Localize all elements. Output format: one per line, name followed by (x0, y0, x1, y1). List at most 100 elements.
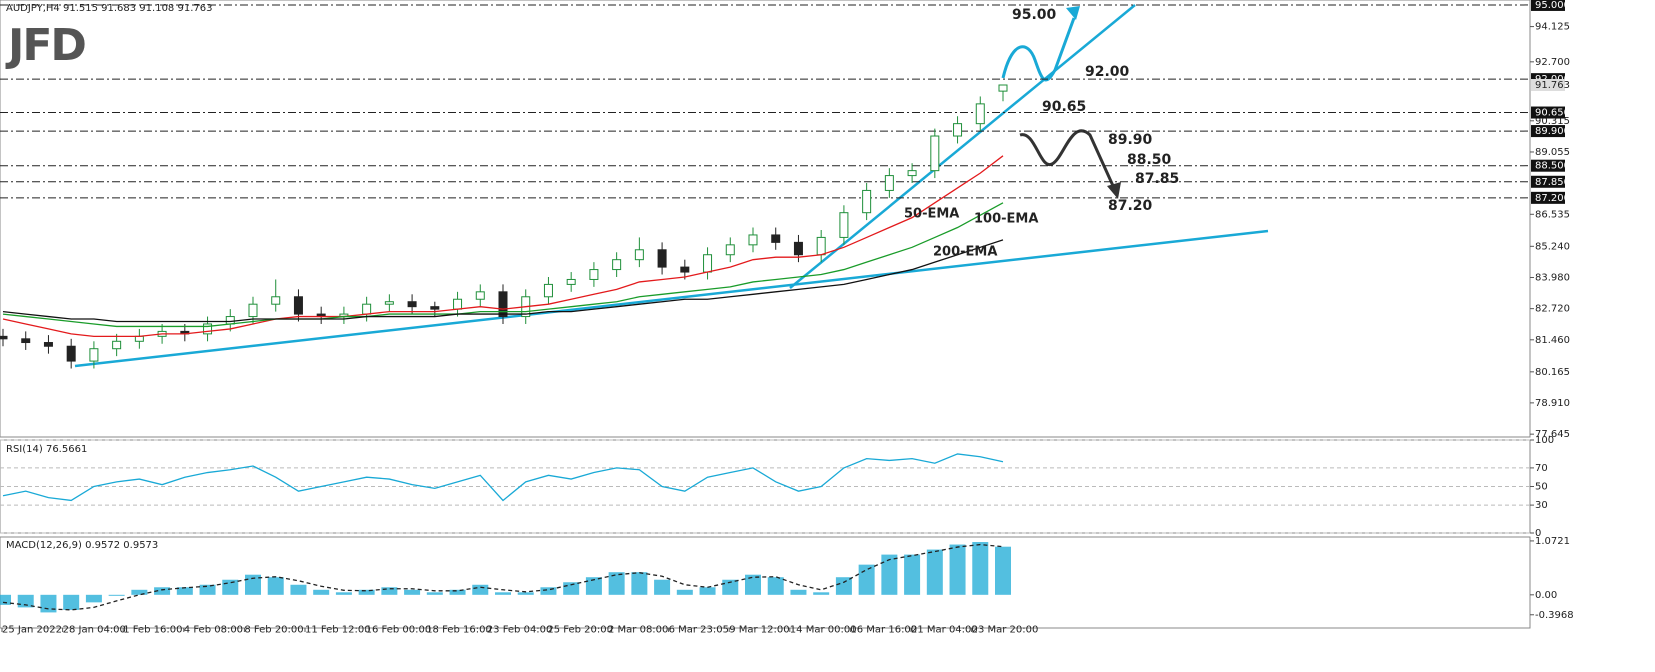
macd-bar (676, 589, 693, 595)
macd-bar (449, 589, 466, 595)
panel-title: RSI(14) 76.5661 (6, 444, 87, 455)
candle-body (453, 298, 463, 310)
candle-body (748, 234, 758, 246)
macd-bar (881, 554, 898, 595)
macd-bar (176, 587, 193, 595)
x-tick-label: 25 Feb 20:00 (547, 624, 613, 635)
candle-body (475, 291, 485, 300)
x-tick-label: 9 Mar 12:00 (729, 624, 789, 635)
candle-body (112, 340, 122, 350)
macd-bar (335, 592, 352, 595)
y-tick-label: 50 (1535, 482, 1548, 493)
price-box (1531, 79, 1565, 92)
arrow-head (1107, 182, 1121, 199)
macd-bar (745, 574, 761, 595)
macd-bar (495, 592, 511, 595)
ema-label: 200-EMA (933, 245, 997, 260)
candle-body (816, 236, 826, 256)
macd-bar (540, 587, 557, 595)
y-tick-label: 90.315 (1535, 116, 1570, 127)
main-panel (0, 0, 1531, 438)
candle-body (66, 345, 76, 362)
macd-bar (608, 572, 625, 595)
y-tick-label: 81.460 (1535, 335, 1570, 346)
x-tick-label: 25 Jan 2022 (2, 624, 62, 635)
arrow-head (1066, 6, 1080, 20)
y-tick-label: 92.700 (1535, 57, 1570, 68)
x-tick-label: 21 Mar 04:00 (911, 624, 978, 635)
level-label: 87.200 (1535, 193, 1570, 204)
level-box (1531, 125, 1565, 138)
macd-bar (0, 594, 11, 605)
macd-bar (835, 577, 852, 595)
level-label: 90.650 (1535, 108, 1570, 119)
candle-body (884, 175, 894, 191)
macd-bar (699, 587, 716, 595)
macd-bar (154, 587, 171, 595)
candle-body (953, 123, 963, 137)
macd-bar (358, 589, 375, 595)
macd-bar (404, 589, 421, 595)
candle-body (384, 301, 394, 305)
candle-body (225, 316, 235, 325)
macd-bar (517, 592, 534, 595)
macd-bar (790, 589, 807, 595)
x-tick-label: 4 Feb 08:00 (184, 624, 243, 635)
price-label: 91.763 (1535, 80, 1570, 91)
candle-body (430, 306, 440, 310)
x-tick-label: 2 Mar 08:00 (608, 624, 668, 635)
annotation: 88.50 (1127, 152, 1172, 168)
macd-bar (426, 592, 443, 595)
logo: JFD (5, 20, 85, 71)
macd-bar (722, 579, 739, 595)
annotation: 95.00 (1012, 7, 1057, 23)
panel-title: MACD(12,26,9) 0.9572 0.9573 (6, 540, 158, 551)
x-tick-label: 28 Jan 04:00 (63, 624, 126, 635)
ema-line (2, 202, 1004, 328)
macd-bar (381, 587, 398, 595)
macd-bar (313, 589, 330, 595)
candle-body (248, 303, 258, 318)
scenario-arrow (1001, 17, 1076, 82)
macd-bar (63, 594, 80, 610)
macd-bar (585, 577, 602, 595)
y-tick-label: 80.165 (1535, 367, 1570, 378)
candle-body (89, 348, 99, 362)
signal-line (2, 543, 1004, 611)
y-tick-label: 83.980 (1535, 272, 1570, 283)
macd-bar (631, 572, 648, 595)
y-tick-label: 1.0721 (1535, 536, 1570, 547)
candle-body (293, 296, 303, 315)
candle-body (43, 342, 53, 347)
rsi-line (2, 453, 1004, 502)
macd-bar (858, 564, 875, 595)
y-tick-label: 0.00 (1535, 590, 1557, 601)
trendline (74, 229, 1269, 368)
x-tick-label: 23 Feb 04:00 (487, 624, 553, 635)
level-label: 95.000 (1535, 0, 1570, 11)
macd-bar (972, 542, 989, 595)
macd-bar (245, 574, 261, 595)
macd-bar (949, 544, 966, 595)
y-tick-label: 30 (1535, 500, 1548, 511)
macd-bar (267, 577, 284, 595)
y-tick-label: 77.645 (1535, 429, 1570, 440)
candle-body (612, 259, 622, 271)
y-tick-label: 78.910 (1535, 398, 1570, 409)
x-tick-label: 11 Feb 12:00 (305, 624, 371, 635)
level-label: 88.500 (1535, 161, 1570, 172)
ema-line (2, 155, 1004, 337)
level-label: 89.900 (1535, 126, 1570, 137)
y-tick-label: 89.055 (1535, 147, 1570, 158)
macd-bar (995, 546, 1011, 595)
level-label: 87.850 (1535, 177, 1570, 188)
y-tick-label: 70 (1535, 463, 1548, 474)
macd-bar (904, 554, 921, 595)
trendline (789, 4, 1136, 289)
x-tick-label: 6 Mar 23:05 (669, 624, 729, 635)
macd-bar (767, 577, 784, 595)
macd-panel (0, 536, 1531, 629)
x-tick-label: 14 Mar 00:00 (790, 624, 857, 635)
macd-bar (199, 584, 216, 595)
